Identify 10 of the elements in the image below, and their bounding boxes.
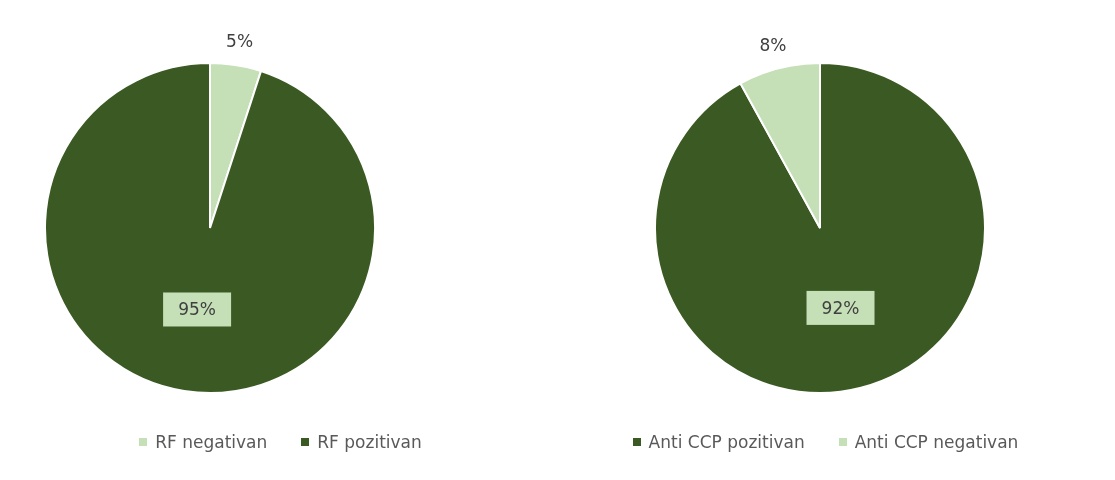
legend-label: RF pozitivan [316,432,422,452]
data-label: 92% [821,297,860,318]
legend-label: RF negativan [154,432,268,452]
data-label: 8% [759,34,787,55]
pie-slice [44,62,376,394]
pie-slice [654,62,986,394]
data-label: 5% [226,31,254,52]
legend-label: Anti CCP pozitivan [647,432,805,452]
legend-label: Anti CCP negativan [853,432,1019,452]
data-label: 95% [178,299,216,320]
